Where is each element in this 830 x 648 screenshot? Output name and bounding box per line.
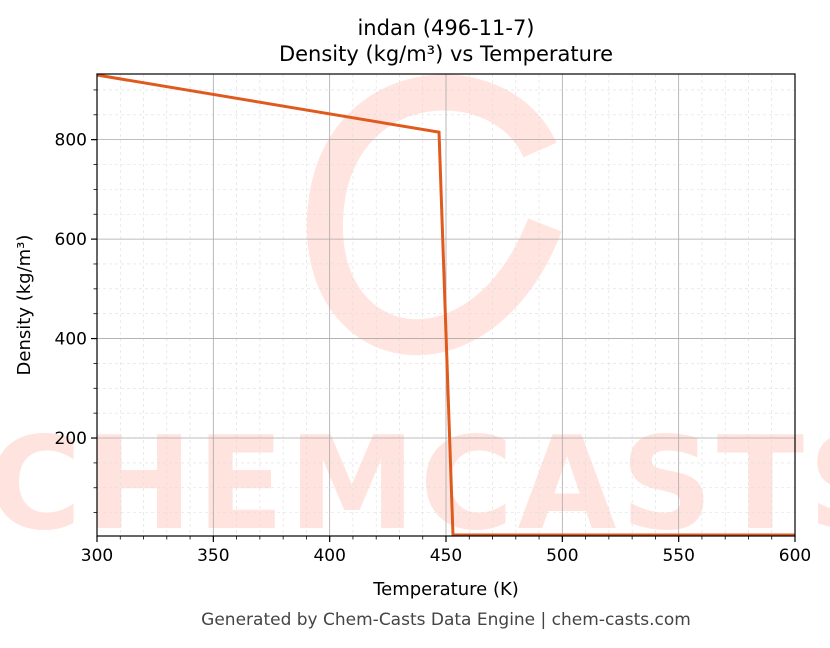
- x-tick-label: 550: [662, 546, 694, 566]
- y-tick-label: 400: [55, 330, 87, 350]
- chart-title-line2: Density (kg/m³) vs Temperature: [279, 42, 613, 66]
- y-tick-label: 600: [55, 230, 87, 250]
- y-axis-label: Density (kg/m³): [14, 235, 35, 376]
- x-tick-label: 350: [197, 546, 229, 566]
- x-tick-label: 300: [81, 546, 113, 566]
- chemcasts-watermark: CHEMCASTS: [0, 74, 830, 559]
- density-line: [96, 73, 795, 537]
- x-tick-label: 600: [779, 546, 811, 566]
- x-tick-label: 500: [546, 546, 578, 566]
- x-axis-label: Temperature (K): [372, 579, 519, 600]
- x-tick-label: 400: [313, 546, 345, 566]
- footer-text: Generated by Chem-Casts Data Engine | ch…: [201, 610, 691, 630]
- x-tick-label: 450: [430, 546, 462, 566]
- y-tick-label: 800: [55, 131, 87, 151]
- y-tick-label: 200: [55, 429, 87, 449]
- chart-title-line1: indan (496-11-7): [357, 16, 534, 40]
- svg-text:CHEMCASTS: CHEMCASTS: [0, 410, 830, 559]
